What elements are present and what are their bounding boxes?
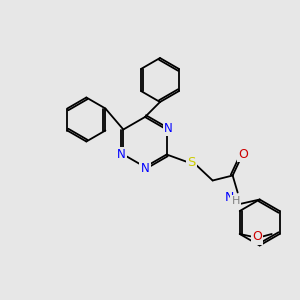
Text: N: N xyxy=(225,191,234,204)
Text: N: N xyxy=(141,161,149,175)
Text: S: S xyxy=(188,156,196,169)
Text: O: O xyxy=(252,230,262,244)
Text: O: O xyxy=(239,148,249,161)
Text: N: N xyxy=(117,148,126,161)
Text: N: N xyxy=(164,122,173,135)
Text: H: H xyxy=(232,196,240,206)
